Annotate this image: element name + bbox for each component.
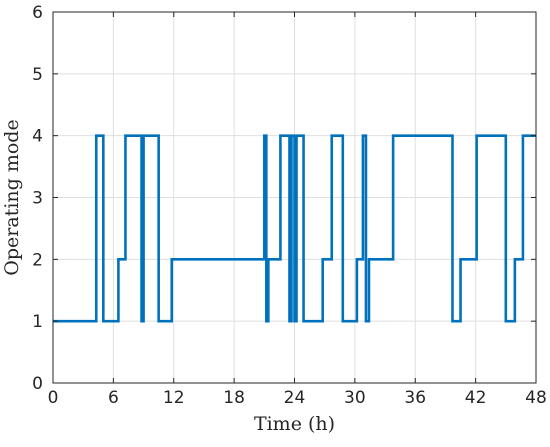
x-tick-label: 48 [525,388,547,408]
y-tick-label: 1 [32,312,43,332]
operating-mode-step-line [53,134,536,323]
x-tick-label: 12 [163,388,185,408]
x-tick-label: 6 [108,388,119,408]
x-tick-label: 18 [223,388,245,408]
x-tick-label: 24 [284,388,306,408]
series-layer [53,134,536,323]
y-tick-label: 3 [32,189,43,209]
y-tick-label: 6 [32,3,43,23]
x-axis-label: Time (h) [254,413,335,435]
y-tick-label: 5 [32,65,43,85]
y-tick-label: 2 [32,250,43,270]
x-tick-label: 0 [48,388,59,408]
y-tick-label: 4 [32,127,43,147]
x-tick-label: 42 [465,388,487,408]
y-axis-label: Operating mode [1,119,23,275]
x-tick-label: 36 [404,388,426,408]
x-tick-label: 30 [344,388,366,408]
y-tick-label: 0 [32,374,43,394]
